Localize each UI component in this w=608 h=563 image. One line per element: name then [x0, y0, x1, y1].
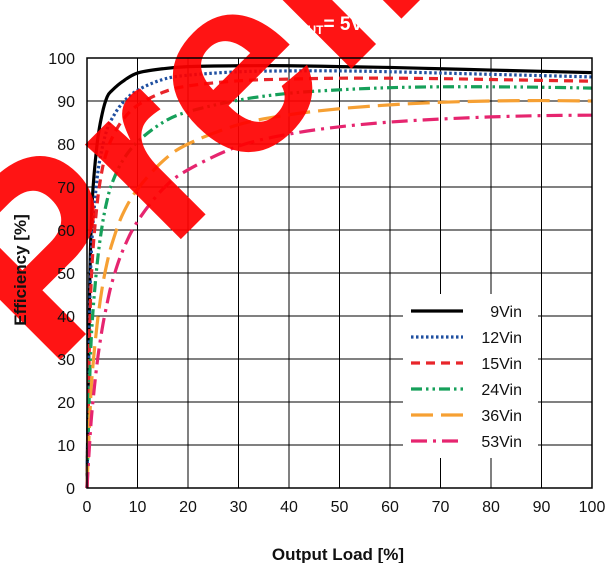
y-tick-label: 90: [57, 94, 75, 111]
y-tick-label: 60: [57, 223, 75, 240]
series-line-53vin: [85, 113, 593, 489]
x-tick-label: 10: [129, 499, 147, 516]
series-line-9vin: [85, 64, 593, 489]
y-tick-label: 70: [57, 180, 75, 197]
x-tick-label: 70: [432, 499, 450, 516]
x-tick-label: 60: [381, 499, 399, 516]
legend-label-15vin: 15Vin: [481, 356, 522, 373]
x-tick-label: 80: [482, 499, 500, 516]
y-axis-label: Efficiency [%]: [11, 214, 30, 325]
y-tick-label: 10: [57, 438, 75, 455]
legend-label-12vin: 12Vin: [481, 330, 522, 347]
plot-frame: [86, 57, 593, 489]
y-tick-label: 100: [48, 51, 75, 68]
y-tick-label: 80: [57, 137, 75, 154]
x-tick-label: 90: [533, 499, 551, 516]
x-tick-label: 20: [179, 499, 197, 516]
x-tick-label: 30: [230, 499, 248, 516]
title-rest: = 5VDC: [323, 14, 390, 35]
y-tick-label: 30: [57, 352, 75, 369]
title-main: V: [285, 14, 298, 35]
series-line-12vin: [85, 69, 593, 489]
x-tick-label: 100: [579, 499, 606, 516]
y-tick-label: 50: [57, 266, 75, 283]
y-tick-label: 40: [57, 309, 75, 326]
legend: 9Vin 12Vin 15Vin 24Vin 36Vin 53Vin: [403, 294, 538, 458]
title-subscript: OUT: [298, 23, 324, 37]
x-tick-label: 0: [83, 499, 92, 516]
x-tick-label: 50: [331, 499, 349, 516]
series-line-36vin: [85, 98, 593, 489]
legend-background: [403, 294, 538, 458]
chart-title: VOUT= 5VDC: [285, 14, 390, 37]
legend-label-53vin: 53Vin: [481, 434, 522, 451]
y-tick-label: 20: [57, 395, 75, 412]
legend-label-24vin: 24Vin: [481, 382, 522, 399]
tick-labels: 0 10 20 30 40 50 60 70 80 90 100 0 10 20 30 40 50 60 70 80 9…: [48, 51, 605, 516]
axes: [86, 57, 593, 489]
x-tick-label: 40: [280, 499, 298, 516]
y-tick-label: 0: [66, 481, 75, 498]
series-lines: [85, 64, 593, 489]
x-axis-label: Output Load [%]: [272, 545, 404, 563]
series-line-15vin: [85, 76, 593, 489]
legend-label-9vin: 9Vin: [490, 304, 522, 321]
legend-label-36vin: 36Vin: [481, 408, 522, 425]
